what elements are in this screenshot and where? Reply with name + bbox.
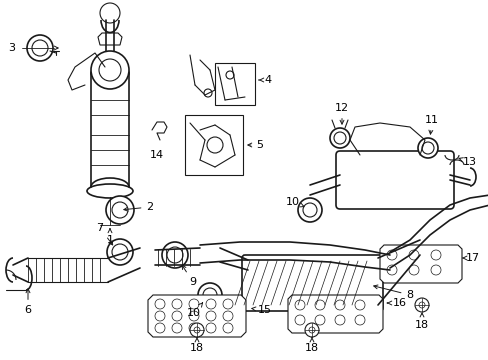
Circle shape (329, 128, 349, 148)
Ellipse shape (91, 64, 129, 82)
Text: 16: 16 (386, 298, 406, 308)
Circle shape (297, 198, 321, 222)
FancyBboxPatch shape (242, 255, 382, 311)
Text: 18: 18 (414, 313, 428, 330)
Text: 4: 4 (258, 75, 271, 85)
Circle shape (414, 298, 428, 312)
Text: 15: 15 (251, 305, 271, 315)
Text: 3: 3 (8, 43, 16, 53)
Text: 11: 11 (424, 115, 438, 134)
Circle shape (190, 323, 203, 337)
Polygon shape (287, 295, 382, 333)
Circle shape (162, 242, 187, 268)
Text: 6: 6 (24, 289, 31, 315)
Text: 18: 18 (305, 337, 318, 353)
Text: 10: 10 (285, 197, 304, 207)
Text: 12: 12 (334, 103, 348, 124)
Text: 14: 14 (150, 150, 164, 160)
Text: 17: 17 (462, 253, 479, 263)
Text: 18: 18 (189, 337, 203, 353)
Circle shape (106, 196, 134, 224)
Ellipse shape (91, 178, 129, 196)
Text: 5: 5 (247, 140, 263, 150)
Text: 8: 8 (373, 285, 413, 300)
Circle shape (198, 283, 222, 307)
Text: 2: 2 (123, 202, 153, 212)
Ellipse shape (87, 184, 133, 198)
Circle shape (305, 323, 318, 337)
Polygon shape (379, 245, 461, 283)
Circle shape (91, 51, 129, 89)
Text: 1: 1 (106, 229, 113, 245)
Text: 10: 10 (186, 303, 202, 318)
Text: 13: 13 (458, 157, 476, 167)
Text: 9: 9 (182, 265, 196, 287)
Circle shape (417, 138, 437, 158)
Circle shape (107, 239, 133, 265)
Polygon shape (148, 295, 245, 337)
Text: 7: 7 (96, 223, 112, 245)
FancyBboxPatch shape (335, 151, 453, 209)
